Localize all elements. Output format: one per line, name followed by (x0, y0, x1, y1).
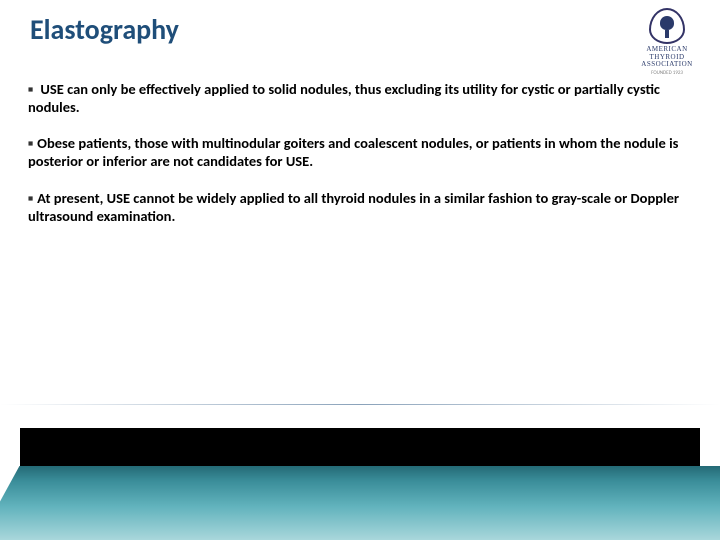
bullet-square-icon: ▪ (28, 189, 33, 207)
horizontal-divider (0, 404, 720, 405)
slide-title: Elastography (30, 12, 179, 47)
bullet-item: ▪At present, USE cannot be widely applie… (28, 189, 692, 225)
bullet-text: USE can only be effectively applied to s… (28, 80, 660, 116)
footer-teal-bar (0, 466, 720, 540)
bullet-item: ▪ USE can only be effectively applied to… (28, 80, 692, 116)
ata-logo: AMERICAN THYROID ASSOCIATION FOUNDED 192… (632, 8, 702, 76)
title-area: Elastography (30, 12, 179, 47)
slide: Elastography AMERICAN THYROID ASSOCIATIO… (0, 0, 720, 540)
bullet-item: ▪Obese patients, those with multinodular… (28, 134, 692, 170)
bullet-square-icon: ▪ (28, 134, 33, 152)
footer-graphic (0, 428, 720, 540)
logo-text-line3: ASSOCIATION (632, 61, 702, 69)
thyroid-shield-icon (649, 8, 685, 44)
bullet-text: Obese patients, those with multinodular … (28, 134, 678, 170)
logo-founded: FOUNDED 1923 (632, 70, 702, 76)
bullet-text: At present, USE cannot be widely applied… (28, 189, 679, 225)
bullet-square-icon: ▪ (28, 80, 33, 98)
content-area: ▪ USE can only be effectively applied to… (28, 80, 692, 243)
